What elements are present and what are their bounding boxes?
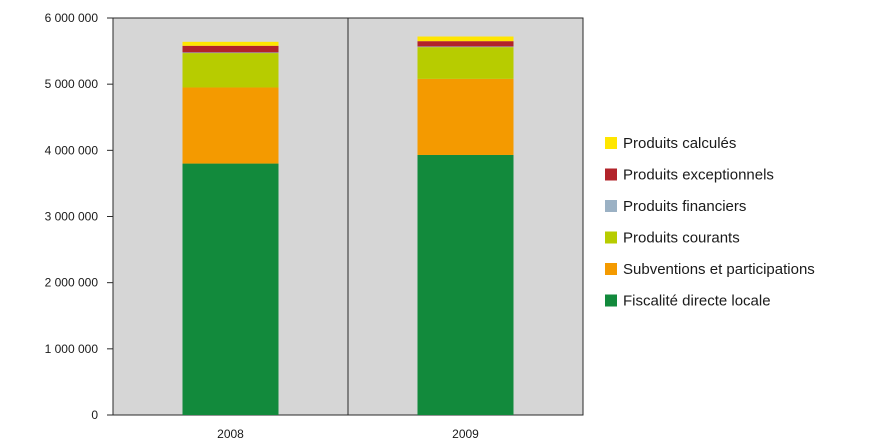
bar-segment — [417, 36, 514, 42]
legend: Produits calculés Produits exceptionnels P… — [605, 135, 815, 310]
bar-segment — [417, 46, 514, 48]
bar-segment — [182, 45, 279, 53]
y-tick-label: 0 — [91, 408, 98, 422]
y-tick-label: 2 000 000 — [45, 276, 99, 290]
bar-segment — [182, 163, 279, 415]
legend-label: Produits calculés — [623, 135, 736, 152]
y-tick-label: 3 000 000 — [45, 210, 99, 224]
y-tick-label: 4 000 000 — [45, 143, 99, 157]
legend-swatch — [605, 263, 617, 275]
legend-label: Produits courants — [623, 230, 740, 247]
bar-segment — [417, 41, 514, 47]
legend-label: Produits exceptionnels — [623, 167, 774, 184]
bar-segment — [182, 41, 279, 46]
x-tick-label: 2008 — [217, 427, 244, 441]
y-tick-label: 5 000 000 — [45, 77, 99, 91]
legend-swatch — [605, 294, 617, 307]
bars — [182, 36, 514, 415]
bar-segment — [182, 52, 279, 54]
legend-swatch — [605, 200, 617, 212]
legend-swatch — [605, 168, 617, 181]
bar-segment — [182, 53, 279, 88]
legend-swatch — [605, 137, 617, 149]
x-tick-label: 2009 — [452, 427, 479, 441]
bar-segment — [417, 47, 514, 79]
x-axis: 2008 2009 — [217, 427, 479, 441]
legend-label: Subventions et participations — [623, 261, 815, 278]
bar-segment — [417, 78, 514, 155]
legend-label: Produits financiers — [623, 198, 746, 215]
bar-segment — [417, 154, 514, 415]
y-tick-label: 1 000 000 — [45, 342, 99, 356]
bar-segment — [182, 87, 279, 164]
y-tick-label: 6 000 000 — [45, 11, 99, 25]
legend-swatch — [605, 231, 617, 244]
y-axis: 0 1 000 000 2 000 000 3 000 000 4 000 000 5 0… — [45, 11, 113, 422]
legend-label: Fiscalité directe locale — [623, 293, 771, 310]
